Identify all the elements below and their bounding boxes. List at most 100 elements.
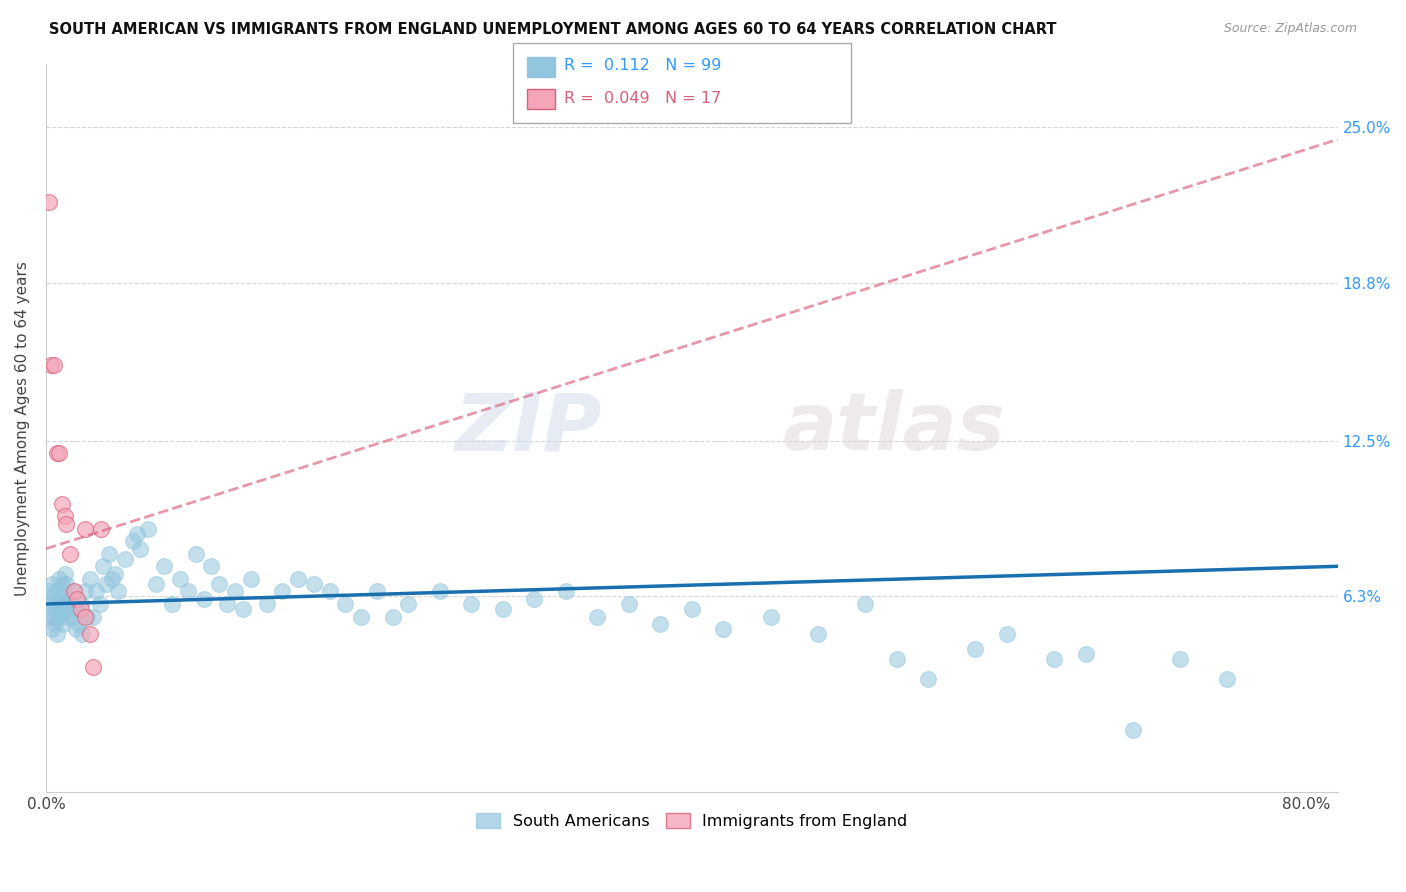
Point (350, 609, 373, 624)
Point (89, 597, 111, 611)
Point (965, 642, 987, 657)
Point (69, 602, 91, 616)
Point (51, 577, 73, 591)
Point (53, 509, 76, 524)
Point (38, 195, 60, 210)
Point (193, 591, 215, 606)
Point (44, 617, 66, 632)
Point (617, 597, 640, 611)
Point (239, 572, 262, 586)
Point (67, 617, 90, 632)
Point (39, 609, 62, 624)
Point (66, 602, 89, 616)
Point (59, 602, 82, 616)
Point (49, 591, 72, 606)
Point (42, 609, 65, 624)
Point (52, 584, 75, 599)
Point (114, 551, 136, 566)
Text: Source: ZipAtlas.com: Source: ZipAtlas.com (1223, 22, 1357, 36)
Text: R =  0.112   N = 99: R = 0.112 N = 99 (564, 58, 721, 72)
Point (127, 526, 149, 541)
Point (42, 590, 65, 604)
Point (79, 627, 101, 641)
Point (650, 617, 672, 632)
Point (224, 584, 246, 599)
Point (53, 602, 76, 616)
Point (53, 566, 76, 581)
Point (138, 522, 160, 536)
Point (59, 547, 82, 561)
Point (759, 609, 782, 624)
Point (38, 584, 60, 599)
Point (82, 609, 104, 624)
Point (917, 673, 939, 687)
Point (60, 597, 83, 611)
Point (70, 627, 93, 641)
Text: ZIP: ZIP (454, 389, 602, 467)
Point (46, 584, 69, 599)
Point (396, 597, 419, 611)
Point (66, 591, 89, 606)
Point (995, 627, 1018, 641)
Point (48, 602, 70, 616)
Point (75, 609, 97, 624)
Point (107, 584, 129, 599)
Point (55, 597, 77, 611)
Point (51, 496, 73, 510)
Point (160, 597, 183, 611)
Text: atlas: atlas (782, 389, 1005, 467)
Point (145, 577, 167, 591)
Point (49, 609, 72, 624)
Point (63, 584, 86, 599)
Point (271, 584, 294, 599)
Point (65, 622, 87, 636)
Point (86, 584, 108, 599)
Point (75, 522, 97, 536)
Point (1043, 652, 1066, 666)
Point (39, 359, 62, 373)
Point (79, 572, 101, 586)
Point (46, 446, 69, 460)
Point (121, 534, 143, 549)
Text: SOUTH AMERICAN VS IMMIGRANTS FROM ENGLAND UNEMPLOYMENT AMONG AGES 60 TO 64 YEARS: SOUTH AMERICAN VS IMMIGRANTS FROM ENGLAN… (49, 22, 1057, 37)
Point (39, 597, 62, 611)
Point (51, 602, 73, 616)
Point (335, 597, 357, 611)
Point (48, 572, 70, 586)
Point (129, 541, 152, 556)
Point (101, 572, 124, 586)
Point (200, 559, 222, 574)
Point (46, 627, 69, 641)
Point (381, 609, 404, 624)
Point (1216, 673, 1239, 687)
Point (62, 609, 84, 624)
Point (46, 609, 69, 624)
Point (217, 597, 239, 611)
Y-axis label: Unemployment Among Ages 60 to 64 years: Unemployment Among Ages 60 to 64 years (15, 260, 30, 596)
Point (318, 584, 340, 599)
Point (256, 597, 278, 611)
Point (52, 617, 75, 632)
Point (586, 609, 609, 624)
Point (76, 609, 98, 624)
Point (69, 597, 91, 611)
Point (429, 584, 451, 599)
Legend: South Americans, Immigrants from England: South Americans, Immigrants from England (470, 807, 914, 835)
Point (44, 597, 66, 611)
Point (90, 522, 112, 536)
Point (55, 577, 77, 591)
Point (681, 602, 703, 616)
Point (807, 627, 830, 641)
Point (1074, 647, 1097, 661)
Point (48, 446, 70, 460)
Point (41, 577, 63, 591)
Point (48, 597, 70, 611)
Point (75, 584, 97, 599)
Point (302, 577, 325, 591)
Point (1168, 652, 1191, 666)
Point (153, 559, 176, 574)
Point (523, 591, 546, 606)
Point (184, 547, 207, 561)
Point (460, 597, 482, 611)
Point (492, 602, 515, 616)
